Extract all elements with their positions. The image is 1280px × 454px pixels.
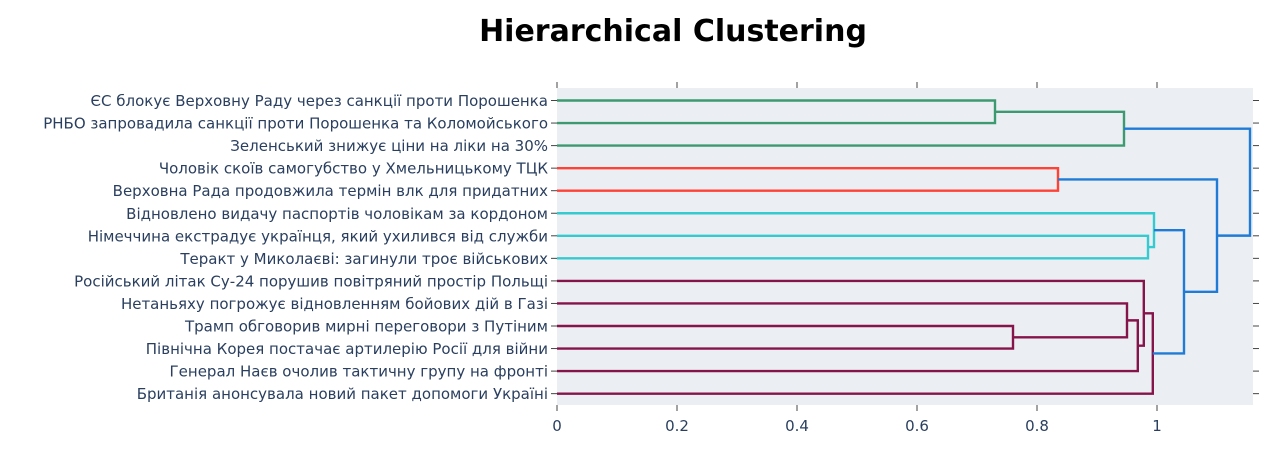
leaf-label: Російський літак Су-24 порушив повітряни… — [74, 272, 548, 290]
axis-ticks — [551, 82, 1259, 411]
leaf-label: Трамп обговорив мирні переговори з Путін… — [184, 318, 548, 336]
x-tick-label: 0.2 — [665, 417, 689, 435]
leaf-labels: ЄС блокує Верховну Раду через санкції пр… — [43, 92, 548, 403]
x-tick-label: 0 — [552, 417, 562, 435]
dendrogram-link-c13 — [1124, 127, 1252, 237]
leaf-label: Британія анонсувала новий пакет допомоги… — [137, 385, 548, 403]
leaf-label: Генерал Наєв очолив тактичну групу на фр… — [170, 363, 548, 381]
leaf-label: Зеленський знижує ціни на ліки на 30% — [230, 137, 548, 155]
x-tick-label: 0.8 — [1025, 417, 1049, 435]
leaf-label: Німеччина екстрадує українця, який ухили… — [88, 227, 548, 245]
leaf-label: РНБО запровадила санкції проти Порошенка… — [43, 115, 548, 133]
x-tick-label: 1 — [1152, 417, 1162, 435]
leaf-label: ЄС блокує Верховну Раду через санкції пр… — [91, 92, 548, 110]
leaf-label: Теракт у Миколаєві: загинули троє військ… — [179, 250, 548, 268]
leaf-label: Північна Корея постачає артилерію Росії … — [146, 340, 548, 358]
leaf-label: Чоловік скоїв самогубство у Хмельницьком… — [159, 160, 549, 178]
chart-title: Hierarchical Clustering — [479, 14, 867, 49]
x-axis-tick-labels: 0 0.2 0.4 0.6 0.8 1 — [552, 417, 1162, 435]
x-tick-label: 0.6 — [905, 417, 929, 435]
leaf-label: Відновлено видачу паспортів чоловікам за… — [126, 205, 548, 223]
leaf-label: Нетаньяху погрожує відновленням бойових … — [121, 295, 548, 313]
x-tick-label: 0.4 — [785, 417, 809, 435]
dendrogram-links — [557, 99, 1252, 395]
leaf-label: Верховна Рада продовжила термін влк для … — [113, 182, 548, 200]
